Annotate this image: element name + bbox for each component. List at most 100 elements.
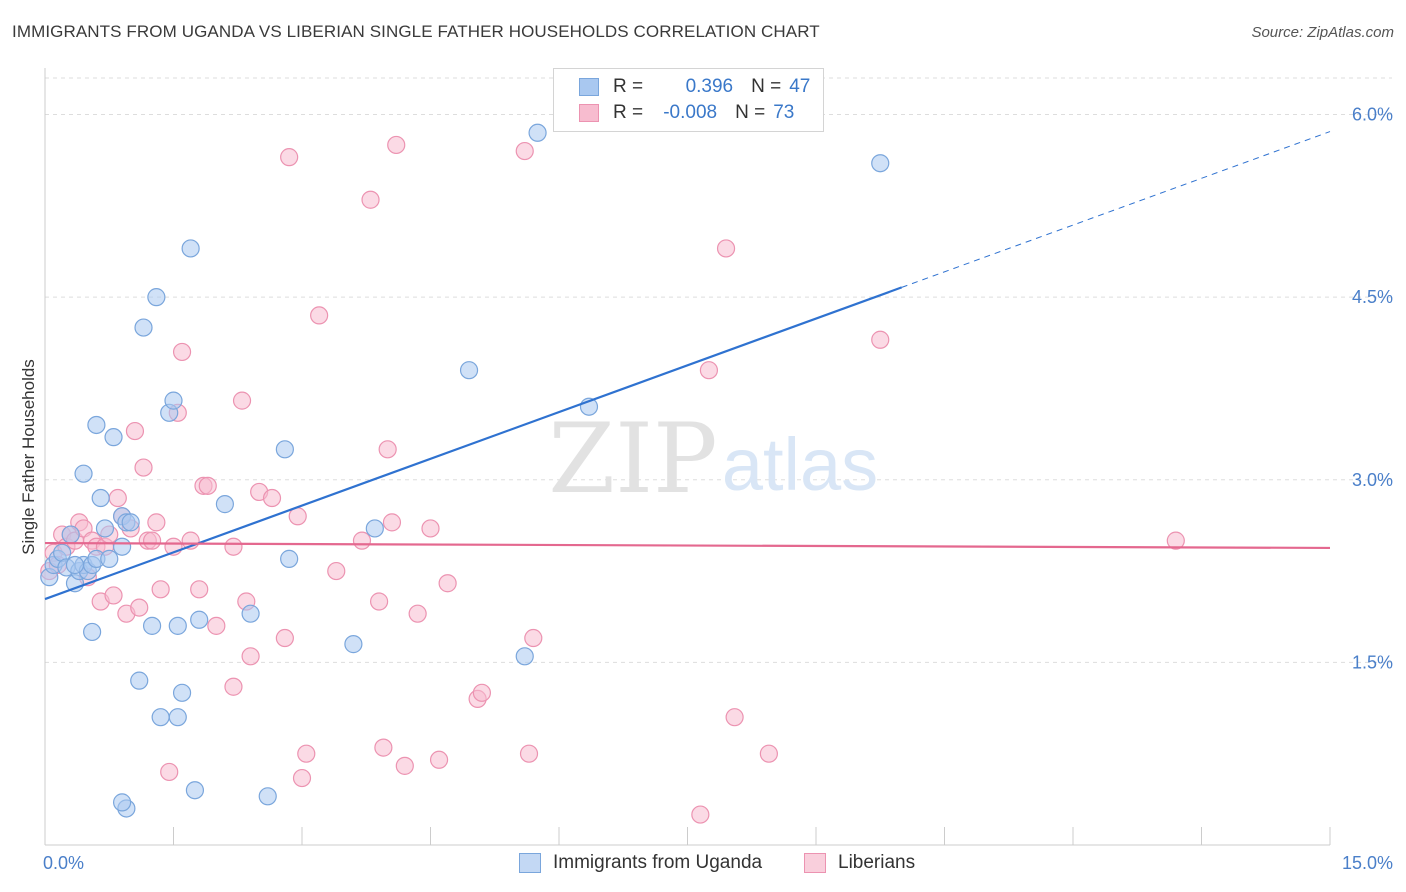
legend-item-uganda[interactable]: Immigrants from Uganda (519, 852, 762, 874)
liberian-point (310, 306, 329, 325)
y-tick-label: 1.5% (1352, 652, 1393, 672)
liberian-point (241, 647, 260, 666)
uganda-point (65, 555, 85, 575)
liberian-point (160, 762, 179, 782)
uganda-point (459, 361, 479, 380)
liberian-point (472, 683, 491, 702)
liberian-point (378, 440, 397, 459)
uganda-point (280, 549, 299, 568)
liberian-point (142, 531, 162, 550)
uganda-point (134, 318, 153, 337)
y-tick-label: 6.0% (1352, 105, 1393, 125)
uganda-point (168, 616, 187, 635)
liberian-point (327, 561, 346, 581)
liberian-point (262, 488, 282, 508)
uganda-point (365, 519, 384, 538)
liberian-point (387, 135, 406, 155)
liberian-legend-swatch (804, 853, 826, 873)
liberian-point (224, 677, 243, 696)
liberian-point (421, 519, 440, 538)
liberian-point (524, 628, 543, 648)
uganda-point (130, 671, 149, 690)
liberian-point (292, 768, 312, 788)
liberian-point (134, 458, 153, 477)
uganda-point (181, 239, 200, 258)
series-legend: Immigrants from Uganda Liberians (0, 852, 1406, 878)
grid-layer (45, 77, 1392, 663)
uganda-point (515, 647, 534, 666)
stats-legend: R = 0.396 N = 47 R = -0.008 N = 73 (553, 68, 824, 132)
uganda-point (61, 525, 80, 544)
legend-item-liberians[interactable]: Liberians (804, 852, 915, 874)
watermark-zip: ZIP (548, 403, 717, 515)
uganda-point (87, 415, 106, 435)
trend-layer (44, 131, 1331, 601)
r-value: -0.008 (663, 102, 718, 123)
source-credit: Source: ZipAtlas.com (1251, 24, 1394, 41)
uganda-point (275, 440, 294, 459)
y-tick-label: 3.0% (1352, 470, 1393, 490)
watermark-atlas: atlas (722, 423, 878, 506)
uganda-point (95, 519, 115, 538)
liberian-point (352, 531, 372, 550)
uganda-point (215, 495, 234, 514)
uganda-point (112, 537, 132, 556)
liberian-point (515, 141, 534, 161)
uganda-point (91, 488, 110, 508)
liberian-point (280, 148, 299, 167)
chart-title: IMMIGRANTS FROM UGANDA VS LIBERIAN SINGL… (12, 22, 820, 41)
liberian-point (224, 537, 243, 556)
liberian-point (759, 744, 778, 763)
uganda-point (151, 708, 170, 727)
y-tick-label: 4.5% (1352, 287, 1393, 307)
uganda-point (185, 781, 205, 800)
liberian-point (382, 513, 402, 532)
liberian-point (1166, 531, 1185, 550)
liberian-point (207, 616, 226, 635)
n-value: 47 (789, 76, 811, 97)
uganda-point (100, 549, 119, 568)
watermark: ZIP atlas (548, 403, 878, 515)
liberian-point (395, 756, 414, 775)
liberian-point (699, 361, 719, 380)
liberian-point (275, 628, 294, 648)
n-label: N = (735, 102, 766, 123)
liberian-point (374, 738, 393, 757)
liberian-point (361, 190, 380, 209)
liberian-point (190, 580, 209, 599)
uganda-point (142, 616, 162, 635)
legend-label-uganda: Immigrants from Uganda (553, 852, 763, 873)
liberian-point (232, 391, 252, 410)
liberian-point (108, 488, 127, 508)
uganda-point (172, 683, 192, 702)
liberian-point (130, 598, 149, 617)
legend-label-liberians: Liberians (838, 852, 916, 873)
liberian-point (151, 580, 170, 599)
n-label: N = (751, 76, 782, 97)
liberian-point (172, 342, 192, 362)
uganda-point (168, 708, 187, 727)
liberian-point (519, 744, 539, 763)
r-label: R = (613, 76, 644, 97)
uganda-point (121, 513, 140, 532)
n-value: 73 (773, 102, 795, 123)
liberian-point (429, 750, 449, 769)
uganda-point (528, 123, 547, 142)
uganda-point (104, 428, 123, 447)
liberian-point (147, 513, 166, 532)
liberian-point (691, 805, 710, 824)
liberian-point (198, 476, 217, 495)
x-tick-label: 15.0% (1342, 853, 1393, 873)
uganda-point (241, 604, 260, 623)
liberian-point (125, 421, 145, 441)
liberian-point (408, 604, 427, 623)
r-label: R = (613, 102, 644, 123)
liberian-point (871, 330, 890, 349)
liberian-point (297, 744, 316, 763)
liberian-trendline (44, 541, 1331, 550)
liberian-point (438, 574, 457, 593)
uganda-point (871, 154, 890, 173)
uganda-point (190, 610, 209, 629)
uganda-point (258, 787, 277, 806)
